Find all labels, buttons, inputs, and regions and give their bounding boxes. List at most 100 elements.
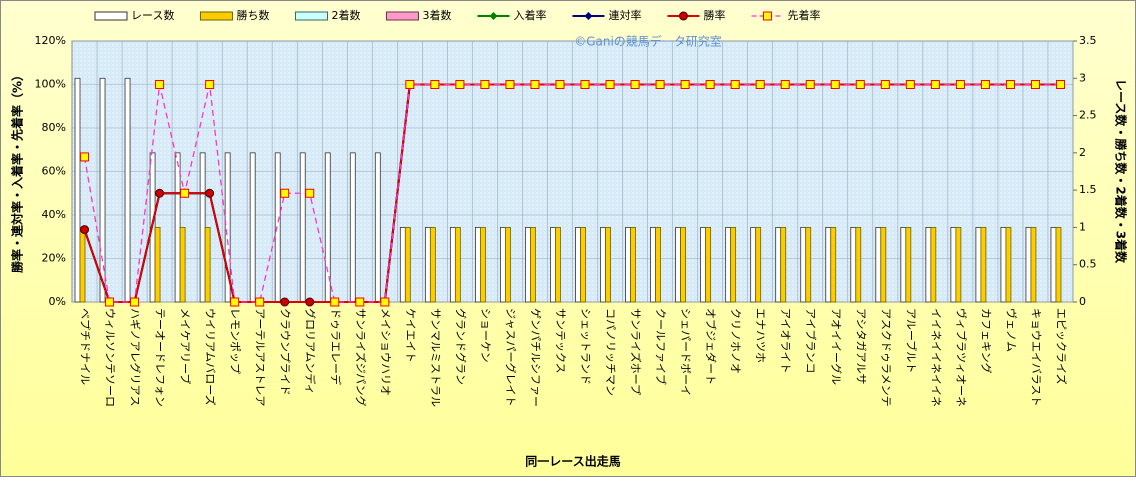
bar bbox=[875, 227, 882, 303]
marker bbox=[880, 80, 890, 89]
x-tick-label: メイケアリーブ bbox=[179, 308, 193, 384]
marker bbox=[180, 188, 190, 198]
x-axis-title: 同一レース出走馬 bbox=[525, 454, 620, 469]
bar bbox=[900, 227, 907, 303]
x-tick-label: アルーブルト bbox=[904, 308, 918, 373]
x-tick-label: シェパードボーイ bbox=[679, 308, 692, 396]
x-tick-label: ショーケン bbox=[479, 308, 492, 363]
bar bbox=[505, 227, 511, 303]
legend-swatch bbox=[94, 11, 128, 21]
x-tick-label: アイブランコ bbox=[804, 308, 818, 373]
bar bbox=[429, 227, 436, 303]
marker bbox=[455, 80, 465, 89]
bar bbox=[700, 227, 707, 303]
y-tick-label: 40% bbox=[42, 208, 66, 221]
x-tick-label: ヴィブラツィオーネ bbox=[954, 308, 968, 407]
x-tick-label: サンマルミストラル bbox=[429, 308, 442, 407]
x-tick-label: クールファイブ bbox=[654, 308, 668, 385]
bar bbox=[630, 227, 636, 303]
x-tick-label: ハギノアレグリアス bbox=[129, 308, 143, 407]
marker bbox=[205, 188, 215, 198]
marker bbox=[855, 80, 865, 89]
x-tick-label: オブジェダート bbox=[704, 308, 718, 385]
marker bbox=[430, 80, 440, 89]
legend-swatch bbox=[199, 11, 233, 21]
bar bbox=[855, 227, 862, 303]
marker bbox=[780, 80, 790, 89]
legend-swatch bbox=[294, 11, 328, 21]
bar bbox=[650, 227, 656, 303]
x-tick-label: ヴェノム bbox=[1004, 308, 1018, 352]
bar bbox=[925, 227, 932, 303]
marker bbox=[405, 80, 415, 89]
bar bbox=[530, 227, 536, 303]
bar bbox=[1030, 227, 1037, 303]
bar bbox=[775, 227, 782, 303]
marker bbox=[130, 297, 140, 307]
y-axis-title: 勝率・連対率・入着率・先着率（%） bbox=[10, 69, 25, 273]
marker bbox=[555, 80, 565, 89]
bar bbox=[124, 77, 131, 303]
bar bbox=[755, 227, 762, 303]
x-tick-label: ケイエイト bbox=[404, 308, 417, 363]
legend-label: レース数 bbox=[131, 9, 174, 22]
marker bbox=[830, 80, 840, 89]
y-tick-label: 20% bbox=[42, 252, 66, 265]
marker bbox=[355, 297, 365, 307]
marker bbox=[730, 80, 740, 89]
x-tick-label: コパノリッチマン bbox=[604, 308, 617, 396]
y2-tick-label: 0 bbox=[1079, 295, 1086, 308]
y-tick-label: 120% bbox=[35, 34, 66, 47]
marker bbox=[380, 297, 390, 307]
x-tick-label: イイネイイネイイネ bbox=[929, 308, 942, 407]
bar bbox=[199, 152, 206, 303]
legend-swatch bbox=[385, 11, 419, 21]
bar bbox=[600, 227, 606, 303]
x-tick-label: ドゥラエレーデ bbox=[329, 308, 343, 385]
marker bbox=[305, 188, 315, 198]
bar bbox=[349, 152, 356, 303]
x-tick-label: アオイイーグル bbox=[829, 308, 843, 385]
legend-label: 入着率 bbox=[513, 8, 546, 22]
bar bbox=[1005, 227, 1012, 303]
marker bbox=[530, 80, 540, 89]
bar bbox=[525, 227, 531, 303]
bar bbox=[424, 227, 431, 303]
bar bbox=[399, 227, 406, 303]
marker bbox=[655, 80, 665, 89]
bar bbox=[500, 227, 506, 303]
x-tick-label: グロリアムンディ bbox=[304, 308, 318, 394]
marker bbox=[330, 297, 340, 307]
bar bbox=[74, 77, 81, 303]
marker bbox=[105, 297, 115, 307]
x-tick-label: ゲンパチルシファー bbox=[529, 308, 542, 407]
bar bbox=[299, 152, 306, 303]
marker bbox=[280, 188, 290, 198]
legend-marker bbox=[489, 12, 498, 20]
bar bbox=[930, 227, 937, 303]
bar bbox=[1025, 227, 1032, 303]
legend-label: 連対率 bbox=[608, 8, 641, 22]
bar bbox=[750, 227, 757, 303]
bar bbox=[555, 227, 561, 303]
marker bbox=[630, 80, 640, 89]
bar bbox=[99, 77, 106, 303]
bar bbox=[625, 227, 631, 303]
marker bbox=[605, 80, 615, 89]
y2-tick-label: 1.5 bbox=[1079, 183, 1097, 196]
legend-marker bbox=[584, 12, 593, 20]
x-tick-label: ウィルソンテソーロ bbox=[104, 308, 117, 407]
bar bbox=[550, 227, 556, 303]
bar bbox=[1050, 227, 1057, 303]
y2-tick-label: 3 bbox=[1079, 71, 1086, 84]
x-tick-label: クリノホノオ bbox=[729, 308, 742, 374]
legend-label: 先着率 bbox=[787, 8, 820, 22]
bar bbox=[725, 227, 732, 303]
legend-label: 勝ち数 bbox=[236, 8, 269, 22]
bar bbox=[705, 227, 712, 303]
bar bbox=[825, 227, 832, 303]
x-tick-label: ジャスパーグレイト bbox=[504, 308, 518, 406]
bar bbox=[830, 227, 837, 303]
bar bbox=[249, 152, 256, 303]
